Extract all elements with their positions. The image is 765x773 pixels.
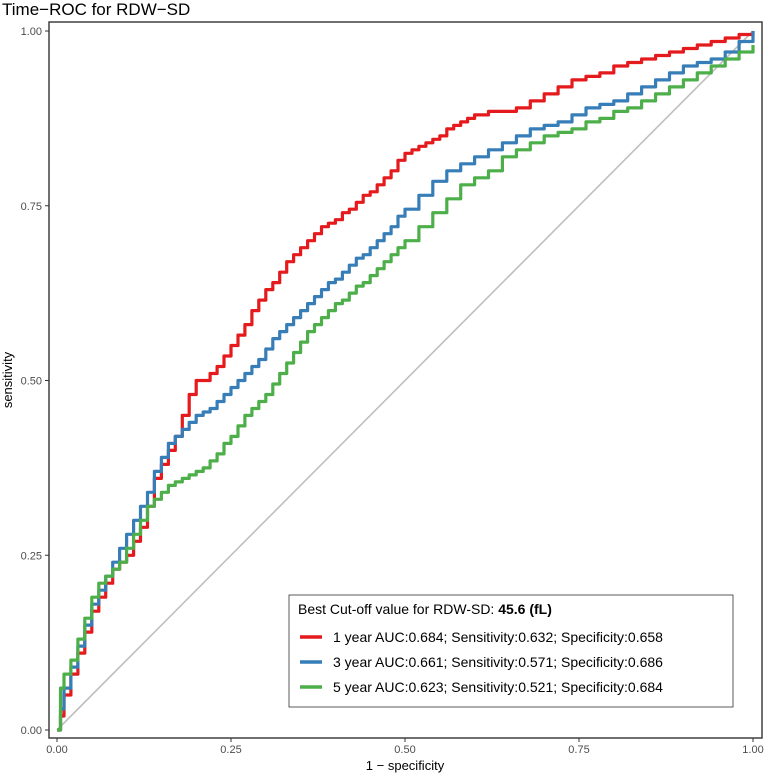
legend-title-text: Best Cut-off value for RDW-SD: (298, 601, 498, 617)
series-line-2 (57, 31, 755, 732)
series-line-3 (57, 45, 755, 732)
y-tick-label: 0.50 (21, 376, 42, 388)
legend-title-cutoff: 45.6 (fL) (498, 601, 552, 617)
reference-diagonal (56, 30, 754, 731)
legend-label-3: 5 year AUC:0.623; Sensitivity:0.521; Spe… (333, 679, 663, 695)
legend-title: Best Cut-off value for RDW-SD: 45.6 (fL) (298, 601, 552, 617)
legend: Best Cut-off value for RDW-SD: 45.6 (fL)… (288, 594, 734, 708)
x-tick-label: 0.75 (568, 744, 589, 756)
legend-label-2: 3 year AUC:0.661; Sensitivity:0.571; Spe… (333, 654, 663, 670)
legend-box (288, 594, 734, 708)
y-tick-label: 1.00 (21, 26, 42, 38)
y-tick-label: 0.00 (21, 725, 42, 737)
series-layer (57, 31, 755, 732)
y-axis: 0.00 0.25 0.50 0.75 1.00 (21, 26, 49, 737)
x-tick-label: 0.00 (46, 744, 67, 756)
legend-label-1: 1 year AUC:0.684; Sensitivity:0.632; Spe… (333, 629, 663, 645)
y-tick-label: 0.75 (21, 201, 42, 213)
legend-items: 1 year AUC:0.684; Sensitivity:0.632; Spe… (300, 629, 663, 695)
series-line-1 (57, 31, 755, 732)
x-axis: 0.00 0.25 0.50 0.75 1.00 (46, 738, 764, 756)
y-tick-label: 0.25 (21, 550, 42, 562)
x-tick-label: 1.00 (742, 744, 763, 756)
chart-title: Time−ROC for RDW−SD (2, 0, 190, 19)
x-tick-label: 0.25 (220, 744, 241, 756)
x-tick-label: 0.50 (394, 744, 415, 756)
y-axis-title: sensitivity (0, 351, 15, 408)
x-axis-title: 1 − specificity (366, 758, 445, 773)
